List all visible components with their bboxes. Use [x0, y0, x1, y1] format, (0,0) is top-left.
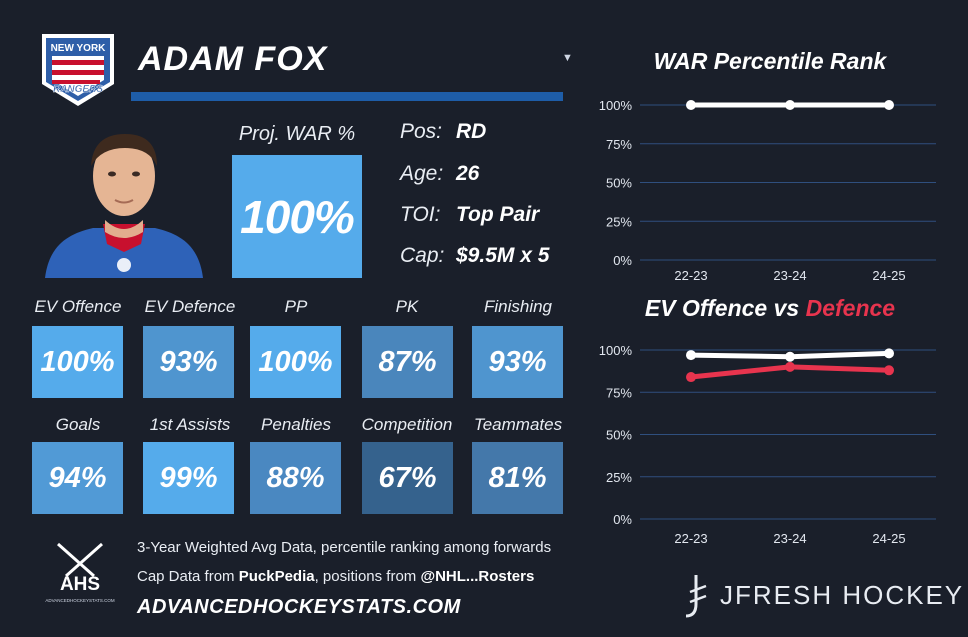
brand-name: JFRESH HOCKEY	[720, 580, 965, 610]
stat-box: 94%	[32, 442, 123, 514]
footer-sources-a: Cap Data from	[137, 568, 239, 585]
y-tick-label: 25%	[606, 470, 632, 485]
chart-title-vs: vs	[767, 295, 806, 321]
info-row-cap: Cap: $9.5M x 5	[400, 244, 580, 274]
stat-label: EV Offence	[34, 297, 122, 316]
y-tick-label: 0%	[613, 512, 632, 527]
data-point	[785, 100, 795, 110]
y-tick-label: 75%	[606, 137, 632, 152]
data-point	[884, 348, 894, 359]
y-tick-label: 0%	[613, 253, 632, 268]
footer-note: 3-Year Weighted Avg Data, percentile ran…	[137, 539, 552, 556]
x-tick-label: 23-24	[773, 531, 806, 546]
x-tick-label: 23-24	[773, 268, 806, 283]
stat-box: 87%	[362, 326, 453, 398]
info-key: Pos:	[400, 120, 443, 143]
stat-box: 81%	[472, 442, 563, 514]
stat-label: 1st Assists	[149, 415, 231, 434]
stat-label: PK	[395, 297, 419, 316]
stat-label: Competition	[361, 415, 453, 434]
stat-box: 100%	[250, 326, 341, 398]
data-point	[785, 351, 795, 362]
stat-box: 100%	[32, 326, 123, 398]
proj-war-value: 100%	[232, 155, 362, 278]
footer-website[interactable]: ADVANCEDHOCKEYSTATS.COM	[137, 596, 461, 618]
info-key: Cap:	[400, 244, 445, 267]
chart-title-defence: Defence	[805, 295, 896, 321]
ahs-logo: AHS ADVANCEDHOCKEYSTATS.COM	[45, 542, 115, 603]
stat-label: Teammates	[473, 415, 563, 434]
name-underline	[131, 92, 563, 101]
chart-title-ev: EV Offence vs Defence	[600, 295, 940, 322]
x-tick-label: 24-25	[872, 268, 905, 283]
info-key: Age:	[400, 162, 444, 185]
stat-label: Finishing	[483, 297, 553, 316]
data-point	[686, 350, 696, 361]
stat-box: 93%	[143, 326, 234, 398]
stat-label: Goals	[55, 415, 101, 434]
stat-label: EV Defence	[144, 297, 236, 316]
player-headshot	[45, 134, 203, 278]
brand-mark-icon	[685, 575, 707, 618]
info-value: 26	[456, 162, 480, 185]
info-row-pos: Pos: RD	[400, 120, 580, 150]
war-percentile-chart: 100% 75% 50% 25% 0% 22-23 23-24 24-25	[599, 98, 936, 283]
ev-offence-defence-chart: 100% 75% 50% 25% 0% 22-23 23-24 24-25	[599, 343, 936, 546]
data-point	[785, 361, 795, 372]
x-tick-label: 22-23	[674, 268, 707, 283]
stat-box: 93%	[472, 326, 563, 398]
data-point	[686, 372, 696, 383]
logo-text-bottom: RANGERS	[53, 84, 103, 95]
info-key: TOI:	[400, 203, 441, 226]
y-tick-label: 50%	[606, 176, 632, 191]
data-point	[884, 100, 894, 110]
chart-title-offence: EV Offence	[644, 295, 768, 321]
y-tick-label: 25%	[606, 214, 632, 229]
y-tick-label: 75%	[606, 385, 632, 400]
y-tick-label: 50%	[606, 428, 632, 443]
logo-text-top: NEW YORK	[51, 43, 107, 54]
player-name: ADAM FOX	[138, 40, 328, 78]
footer-sources-c: , positions from	[314, 568, 421, 585]
x-tick-label: 24-25	[872, 531, 905, 546]
y-tick-label: 100%	[599, 98, 633, 113]
data-point	[884, 365, 894, 376]
stat-box: 99%	[143, 442, 234, 514]
stat-box: 88%	[250, 442, 341, 514]
info-row-toi: TOI: Top Pair	[400, 203, 580, 233]
info-value: Top Pair	[456, 203, 540, 226]
data-point	[686, 100, 696, 110]
footer-sources: Cap Data from PuckPedia, positions from …	[137, 568, 534, 585]
y-tick-label: 100%	[599, 343, 633, 358]
x-tick-label: 22-23	[674, 531, 707, 546]
stat-box: 67%	[362, 442, 453, 514]
team-logo: NEW YORK RANGERS	[42, 34, 114, 106]
ahs-logo-text: AHS	[60, 574, 100, 595]
proj-war-label: Proj. WAR %	[238, 123, 356, 145]
ahs-logo-subtext: ADVANCEDHOCKEYSTATS.COM	[45, 598, 115, 603]
footer-sources-d: @NHL...Rosters	[420, 568, 535, 585]
footer-sources-b: PuckPedia	[238, 568, 315, 585]
info-row-age: Age: 26	[400, 162, 580, 192]
chart-title-war: WAR Percentile Rank	[653, 48, 887, 74]
info-value: $9.5M x 5	[456, 244, 550, 267]
stat-label: PP	[284, 297, 308, 316]
chevron-down-icon[interactable]: ▼	[562, 52, 573, 64]
info-value: RD	[456, 120, 487, 143]
stat-label: Penalties	[261, 415, 331, 434]
brand-logo: JFRESH HOCKEY	[680, 572, 962, 620]
